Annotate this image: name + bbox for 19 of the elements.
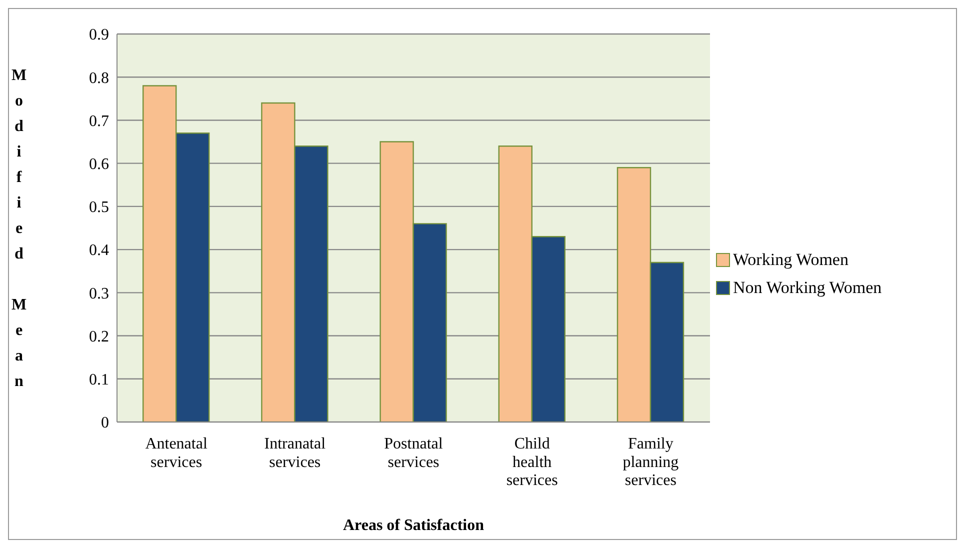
y-tick-label: 0.2 bbox=[89, 328, 109, 346]
legend-label: Non Working Women bbox=[733, 278, 882, 298]
x-tick-label: Intranatal services bbox=[264, 435, 326, 471]
y-tick-label: 0.6 bbox=[89, 156, 109, 174]
y-tick-label: 0.5 bbox=[89, 199, 109, 216]
x-tick-label: Postnatal services bbox=[384, 435, 444, 471]
text: Modified Mean bbox=[11, 67, 27, 390]
y-tick-label: 0.4 bbox=[89, 242, 109, 260]
y-tick-label: 0.7 bbox=[89, 112, 109, 130]
x-tick-label: Family planning services bbox=[622, 435, 679, 490]
legend-label: Working Women bbox=[733, 250, 848, 270]
y-tick-label: 0.3 bbox=[89, 285, 109, 302]
y-tick-label: 0 bbox=[101, 414, 109, 432]
x-axis-title: Areas of Satisfaction bbox=[342, 517, 484, 534]
x-tick-label: Child health services bbox=[506, 435, 558, 490]
y-tick-label: 0.9 bbox=[89, 26, 109, 44]
y-tick-label: 0.8 bbox=[89, 70, 109, 87]
x-tick-label: Antenatal services bbox=[145, 435, 208, 471]
y-tick-label: 0.1 bbox=[89, 372, 109, 389]
